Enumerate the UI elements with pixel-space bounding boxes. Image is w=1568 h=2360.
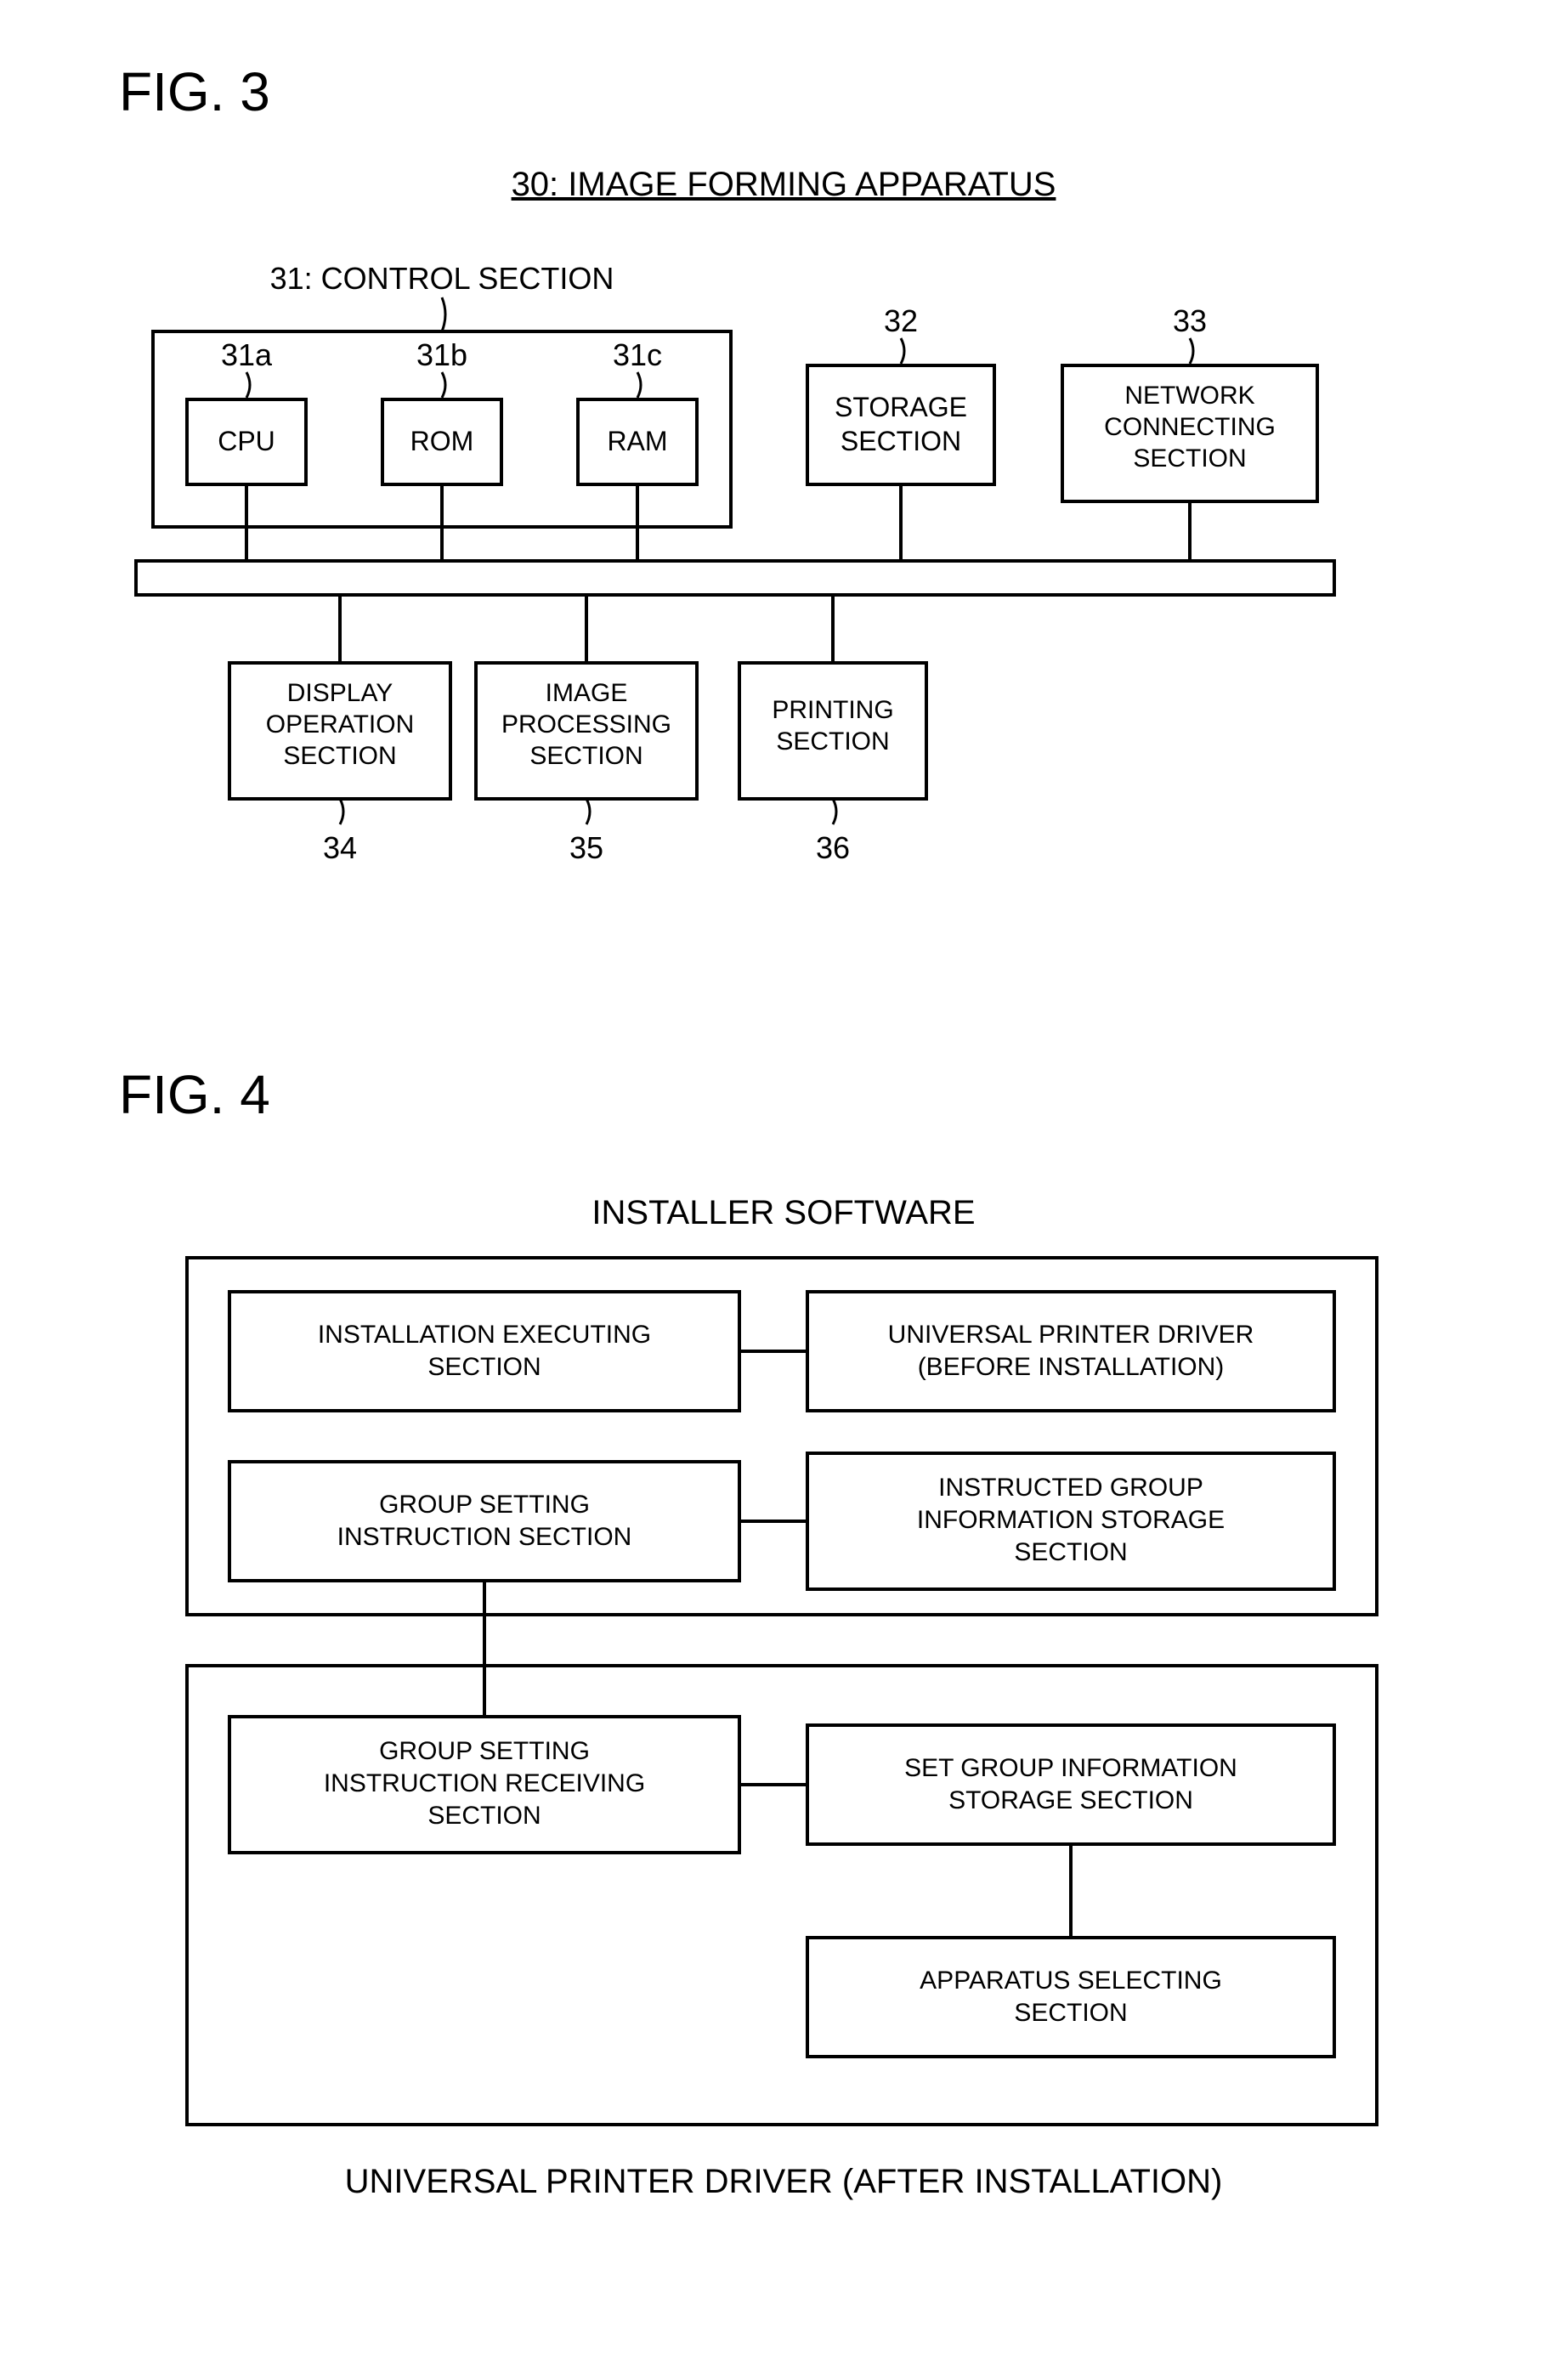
ref-storage: 32 <box>884 303 918 338</box>
storage-text-1: STORAGE <box>835 392 967 422</box>
network-text-1: NETWORK <box>1124 382 1254 410</box>
upd-before-box <box>807 1292 1334 1411</box>
fig4-diagram: FIG. 4 INSTALLER SOFTWARE INSTALLATION E… <box>85 1054 1483 2286</box>
ref-display: 34 <box>323 830 357 865</box>
ref-image: 35 <box>569 830 603 865</box>
group-set-recv-text-2: INSTRUCTION RECEIVING <box>324 1769 645 1797</box>
set-group-info-box <box>807 1725 1334 1844</box>
installer-software-title: INSTALLER SOFTWARE <box>592 1194 975 1231</box>
storage-box <box>807 365 994 484</box>
group-set-recv-text-3: SECTION <box>427 1802 541 1830</box>
display-text-3: SECTION <box>283 742 396 770</box>
display-text-2: OPERATION <box>266 710 414 739</box>
ram-text: RAM <box>607 426 667 456</box>
install-exec-text-1: INSTALLATION EXECUTING <box>318 1321 651 1349</box>
upd-before-text-1: UNIVERSAL PRINTER DRIVER <box>888 1321 1254 1349</box>
rom-text: ROM <box>410 426 474 456</box>
display-text-1: DISPLAY <box>287 679 393 707</box>
ref-network: 33 <box>1173 303 1207 338</box>
group-set-instr-text-1: GROUP SETTING <box>379 1491 590 1519</box>
instr-group-info-text-2: INFORMATION STORAGE <box>917 1506 1225 1534</box>
print-text-1: PRINTING <box>772 696 893 724</box>
upd-before-text-2: (BEFORE INSTALLATION) <box>918 1353 1225 1381</box>
fig4-label: FIG. 4 <box>119 1064 270 1125</box>
network-text-3: SECTION <box>1133 444 1246 473</box>
image-text-1: IMAGE <box>546 679 628 707</box>
install-exec-box <box>229 1292 739 1411</box>
cpu-text: CPU <box>218 426 275 456</box>
fig3-label: FIG. 3 <box>119 61 270 122</box>
ref-print: 36 <box>816 830 850 865</box>
bus-bar <box>136 561 1334 595</box>
fig3-title: 30: IMAGE FORMING APPARATUS <box>512 166 1056 203</box>
ref-cpu: 31a <box>221 337 273 372</box>
set-group-info-text-2: STORAGE SECTION <box>948 1786 1193 1814</box>
apparatus-sel-text-2: SECTION <box>1014 1999 1127 2027</box>
instr-group-info-text-3: SECTION <box>1014 1538 1127 1566</box>
instr-group-info-text-1: INSTRUCTED GROUP <box>938 1474 1203 1502</box>
group-set-recv-text-1: GROUP SETTING <box>379 1737 590 1765</box>
storage-text-2: SECTION <box>841 426 961 456</box>
group-set-instr-text-2: INSTRUCTION SECTION <box>337 1523 632 1551</box>
apparatus-sel-box <box>807 1938 1334 2057</box>
fig3-diagram: FIG. 3 30: IMAGE FORMING APPARATUS 31: C… <box>85 51 1483 986</box>
apparatus-sel-text-1: APPARATUS SELECTING <box>920 1967 1222 1995</box>
upd-after-title: UNIVERSAL PRINTER DRIVER (AFTER INSTALLA… <box>345 2163 1223 2200</box>
image-text-2: PROCESSING <box>501 710 671 739</box>
print-text-2: SECTION <box>776 727 889 756</box>
network-text-2: CONNECTING <box>1104 413 1276 441</box>
group-set-instr-box <box>229 1462 739 1581</box>
ref-ram: 31c <box>613 337 662 372</box>
set-group-info-text-1: SET GROUP INFORMATION <box>904 1754 1237 1782</box>
image-text-3: SECTION <box>529 742 642 770</box>
ref-rom: 31b <box>416 337 467 372</box>
installer-container <box>187 1258 1377 1615</box>
install-exec-text-2: SECTION <box>427 1353 541 1381</box>
control-section-label: 31: CONTROL SECTION <box>270 261 614 296</box>
